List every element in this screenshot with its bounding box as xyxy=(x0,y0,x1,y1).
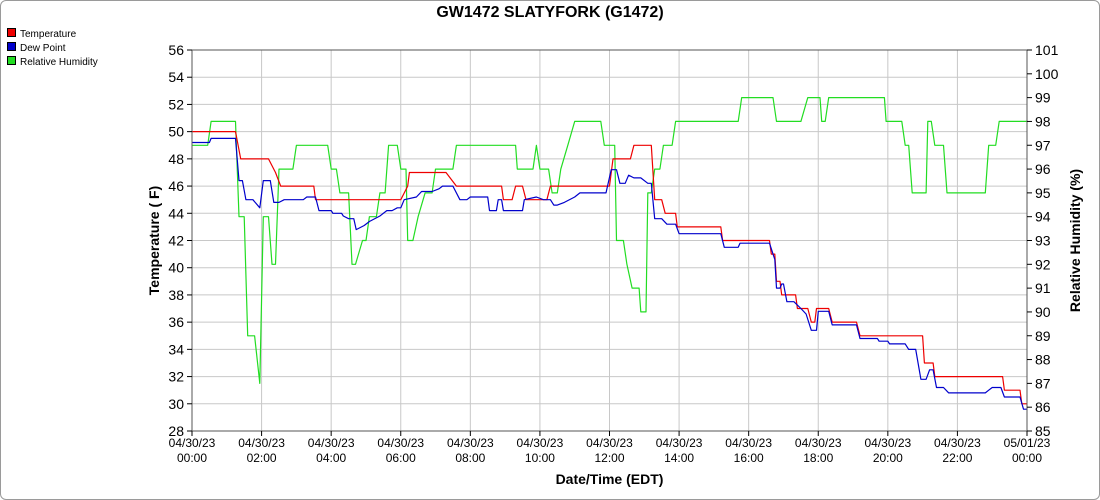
y2-tick-label: 89 xyxy=(1035,328,1051,344)
y-tick-label: 48 xyxy=(168,151,184,167)
x-tick-time: 08:00 xyxy=(455,451,485,465)
y2-axis-label: Relative Humidity (%) xyxy=(1067,169,1083,312)
legend-item-relative-humidity: Relative Humidity xyxy=(7,56,98,70)
series-layer xyxy=(192,96,1027,410)
x-tick-date: 04/30/23 xyxy=(725,436,772,450)
y-tick-label: 52 xyxy=(168,96,184,112)
y2-tick-label: 99 xyxy=(1035,90,1051,106)
legend-label-dew-point: Dew Point xyxy=(20,43,66,54)
y2-tick-label: 98 xyxy=(1035,113,1051,129)
x-tick-time: 04:00 xyxy=(316,451,346,465)
legend: Temperature Dew Point Relative Humidity xyxy=(7,28,98,70)
x-tick-time: 00:00 xyxy=(177,451,207,465)
y2-tick-label: 92 xyxy=(1035,256,1051,272)
y-tick-label: 36 xyxy=(168,314,184,330)
legend-label-relative-humidity: Relative Humidity xyxy=(20,57,98,68)
y2-tick-label: 96 xyxy=(1035,161,1051,177)
y-tick-label: 54 xyxy=(168,69,184,85)
x-tick-time: 18:00 xyxy=(803,451,833,465)
x-tick-date: 04/30/23 xyxy=(934,436,981,450)
x-tick-time: 14:00 xyxy=(664,451,694,465)
x-tick-time: 16:00 xyxy=(734,451,764,465)
series-line-relative-humidity xyxy=(192,96,1027,384)
y-tick-label: 50 xyxy=(168,124,184,140)
y2-tick-label: 85 xyxy=(1035,423,1051,439)
x-tick-date: 04/30/23 xyxy=(517,436,564,450)
y-tick-label: 30 xyxy=(168,396,184,412)
y2-tick-label: 86 xyxy=(1035,399,1051,415)
legend-swatch-temperature xyxy=(7,28,16,37)
y-tick-label: 40 xyxy=(168,260,184,276)
y-tick-label: 34 xyxy=(168,341,184,357)
y2-tick-label: 97 xyxy=(1035,137,1051,153)
x-tick-date: 04/30/23 xyxy=(238,436,285,450)
x-tick-time: 10:00 xyxy=(525,451,555,465)
x-tick-time: 20:00 xyxy=(873,451,903,465)
x-tick-time: 06:00 xyxy=(386,451,416,465)
x-tick-date: 04/30/23 xyxy=(795,436,842,450)
legend-item-dew-point: Dew Point xyxy=(7,42,98,56)
x-tick-date: 04/30/23 xyxy=(169,436,216,450)
grid xyxy=(191,49,1028,432)
x-tick-date: 04/30/23 xyxy=(308,436,355,450)
y-tick-label: 44 xyxy=(168,205,184,221)
y-tick-label: 46 xyxy=(168,178,184,194)
x-tick-time: 12:00 xyxy=(594,451,624,465)
y2-tick-label: 100 xyxy=(1035,66,1059,82)
legend-label-temperature: Temperature xyxy=(20,29,77,40)
y2-tick-label: 88 xyxy=(1035,352,1051,368)
x-tick-date: 04/30/23 xyxy=(864,436,911,450)
y-tick-label: 56 xyxy=(168,42,184,58)
y2-tick-label: 90 xyxy=(1035,304,1051,320)
y2-tick-label: 101 xyxy=(1035,42,1059,58)
x-tick-time: 22:00 xyxy=(942,451,972,465)
y2-tick-label: 95 xyxy=(1035,185,1051,201)
x-tick-time: 00:00 xyxy=(1012,451,1042,465)
x-tick-date: 04/30/23 xyxy=(586,436,633,450)
x-tick-date: 04/30/23 xyxy=(447,436,494,450)
y2-tick-label: 87 xyxy=(1035,375,1051,391)
x-tick-date: 04/30/23 xyxy=(377,436,424,450)
legend-swatch-relative-humidity xyxy=(7,56,16,65)
legend-item-temperature: Temperature xyxy=(7,28,98,42)
x-axis-ticks: 04/30/2300:0004/30/2302:0004/30/2304:000… xyxy=(169,431,1051,465)
legend-swatch-dew-point xyxy=(7,42,16,51)
y-tick-label: 42 xyxy=(168,233,184,249)
y-tick-label: 28 xyxy=(168,423,184,439)
series-line-temperature xyxy=(192,131,1027,405)
series-line-dew-point xyxy=(192,137,1027,410)
y-tick-label: 38 xyxy=(168,287,184,303)
x-tick-time: 02:00 xyxy=(247,451,277,465)
chart-title: GW1472 SLATYFORK (G1472) xyxy=(436,4,664,21)
y2-axis-ticks: 85 86 87 88 89 90 91 92 93 94 95 96 97 98 99 100 101 xyxy=(1027,42,1059,439)
x-axis-label: Date/Time (EDT) xyxy=(556,471,664,487)
y-axis-ticks: 28 30 32 34 36 38 40 42 44 46 48 50 52 54 56 xyxy=(168,42,192,439)
y2-tick-label: 93 xyxy=(1035,233,1051,249)
x-tick-date: 05/01/23 xyxy=(1004,436,1051,450)
y2-tick-label: 94 xyxy=(1035,209,1051,225)
y-tick-label: 32 xyxy=(168,369,184,385)
x-tick-date: 04/30/23 xyxy=(656,436,703,450)
y-axis-label: Temperature ( F) xyxy=(146,186,162,295)
y2-tick-label: 91 xyxy=(1035,280,1051,296)
